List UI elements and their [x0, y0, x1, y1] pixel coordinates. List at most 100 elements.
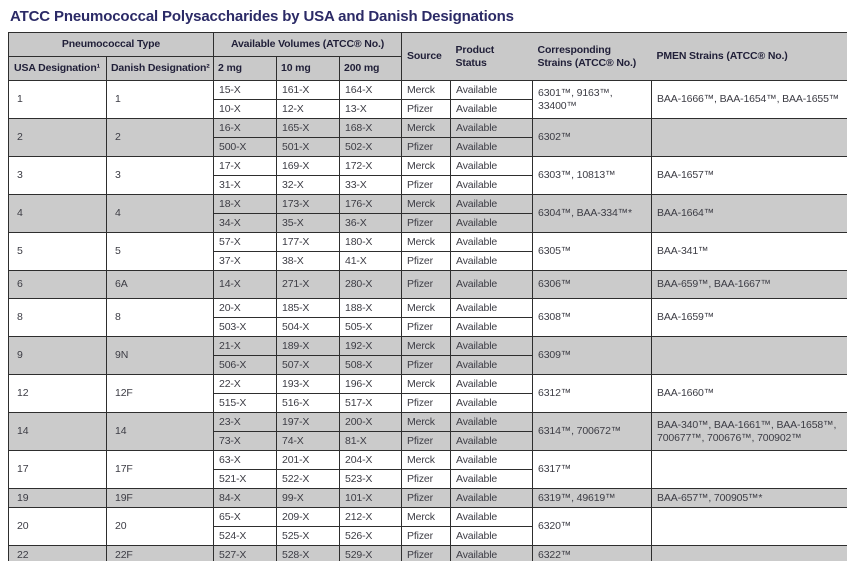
- volume-10mg-cell: 189-X: [276, 336, 340, 356]
- table-row: 4 4 18-X 173-X 176-X Merck Available 6304™, BAA…: [8, 194, 847, 233]
- pmen-strains-cell: [651, 336, 847, 375]
- corresponding-strains-cell: 6302™: [532, 118, 653, 157]
- danish-designation-cell: 12F: [106, 374, 214, 413]
- source-cell: Merck: [401, 336, 452, 356]
- header-danish-designation: Danish Designation²: [106, 56, 214, 81]
- volume-10mg-cell: 185-X: [276, 298, 340, 318]
- volume-200mg-cell: 529-X: [338, 545, 403, 561]
- table-row: 506-X 507-X 508-X Pfizer Available: [9, 355, 847, 375]
- table-body: 1 1 15-X 161-X 164-X Merck Available 6301™, 916…: [8, 80, 847, 561]
- source-cell: Merck: [401, 194, 452, 214]
- corresponding-strains-cell: 6314™, 700672™: [532, 412, 653, 451]
- product-status-cell: Available: [450, 232, 534, 252]
- product-status-cell: Available: [450, 412, 534, 432]
- corresponding-strains-cell: 6317™: [532, 450, 653, 489]
- volume-10mg-cell: 177-X: [276, 232, 340, 252]
- product-status-cell: Available: [450, 526, 534, 546]
- volume-10mg-cell: 197-X: [276, 412, 340, 432]
- volume-2mg-cell: 23-X: [213, 412, 277, 432]
- volume-2mg-cell: 21-X: [213, 336, 277, 356]
- source-cell: Merck: [401, 156, 452, 176]
- source-cell: Pfizer: [401, 355, 452, 375]
- volume-2mg-cell: 22-X: [213, 374, 277, 394]
- pmen-strains-cell: [651, 545, 847, 561]
- corresponding-strains-cell: 6308™: [532, 298, 653, 337]
- volume-200mg-cell: 180-X: [338, 232, 403, 252]
- volume-200mg-cell: 505-X: [338, 317, 403, 337]
- header-usa-designation: USA Designation¹: [8, 56, 107, 81]
- pmen-strains-cell: BAA-1666™, BAA-1654™, BAA-1655™: [651, 80, 847, 119]
- usa-designation-cell: 17: [8, 450, 107, 489]
- volume-200mg-cell: 212-X: [338, 507, 403, 527]
- product-status-cell: Available: [450, 393, 534, 413]
- product-status-cell: Available: [450, 450, 534, 470]
- table-row: 17 17F 63-X 201-X 204-X Merck Available 6317™: [8, 450, 847, 489]
- volume-200mg-cell: 192-X: [338, 336, 403, 356]
- volume-2mg-cell: 503-X: [213, 317, 277, 337]
- pmen-strains-cell: BAA-341™: [651, 232, 847, 271]
- product-status-cell: Available: [450, 251, 534, 271]
- pmen-strains-cell: [651, 450, 847, 489]
- volume-2mg-cell: 506-X: [213, 355, 277, 375]
- volume-10mg-cell: 161-X: [276, 80, 340, 100]
- volume-200mg-cell: 172-X: [338, 156, 403, 176]
- table-row: 524-X 525-X 526-X Pfizer Available: [9, 526, 847, 546]
- volume-2mg-cell: 37-X: [213, 251, 277, 271]
- header-volume-2mg: 2 mg: [213, 56, 277, 81]
- corresponding-strains-cell: 6309™: [532, 336, 653, 375]
- product-status-cell: Available: [450, 137, 534, 157]
- danish-designation-cell: 19F: [106, 488, 214, 508]
- product-status-cell: Available: [450, 213, 534, 233]
- usa-designation-cell: 5: [8, 232, 107, 271]
- corresponding-strains-cell: 6306™: [532, 270, 653, 299]
- volume-2mg-cell: 31-X: [213, 175, 277, 195]
- header-product-status: Product Status: [450, 32, 533, 81]
- volume-2mg-cell: 14-X: [213, 270, 277, 299]
- volume-2mg-cell: 527-X: [213, 545, 277, 561]
- volume-200mg-cell: 36-X: [338, 213, 403, 233]
- table-row: 3 3 17-X 169-X 172-X Merck Available 6303™, 108…: [8, 156, 847, 195]
- product-status-cell: Available: [450, 175, 534, 195]
- source-cell: Pfizer: [401, 526, 452, 546]
- volume-10mg-cell: 507-X: [276, 355, 340, 375]
- volume-200mg-cell: 164-X: [338, 80, 403, 100]
- volume-10mg-cell: 32-X: [276, 175, 340, 195]
- pmen-strains-cell: BAA-1659™: [651, 298, 847, 337]
- header-corresponding-strains: Corresponding Strains (ATCC® No.): [532, 32, 652, 81]
- volume-2mg-cell: 73-X: [213, 431, 277, 451]
- pmen-strains-cell: [651, 507, 847, 546]
- volume-10mg-cell: 271-X: [276, 270, 340, 299]
- product-status-cell: Available: [450, 118, 534, 138]
- product-status-cell: Available: [450, 431, 534, 451]
- volume-10mg-cell: 501-X: [276, 137, 340, 157]
- source-cell: Merck: [401, 118, 452, 138]
- danish-designation-cell: 2: [106, 118, 214, 157]
- volume-200mg-cell: 526-X: [338, 526, 403, 546]
- product-status-cell: Available: [450, 374, 534, 394]
- volume-200mg-cell: 508-X: [338, 355, 403, 375]
- corresponding-strains-cell: 6322™: [532, 545, 653, 561]
- product-status-cell: Available: [450, 336, 534, 356]
- danish-designation-cell: 17F: [106, 450, 214, 489]
- table-row: 31-X 32-X 33-X Pfizer Available: [9, 175, 847, 195]
- header-available-volumes: Available Volumes (ATCC® No.): [212, 32, 403, 57]
- source-cell: Pfizer: [401, 213, 452, 233]
- danish-designation-cell: 1: [106, 80, 214, 119]
- corresponding-strains-cell: 6304™, BAA-334™*: [532, 194, 653, 233]
- header-pneumococcal-type: Pneumococcal Type: [8, 32, 214, 57]
- volume-200mg-cell: 196-X: [338, 374, 403, 394]
- corresponding-strains-cell: 6301™, 9163™, 33400™: [532, 80, 653, 119]
- usa-designation-cell: 20: [8, 507, 107, 546]
- header-volume-200mg: 200 mg: [338, 56, 403, 81]
- volume-2mg-cell: 16-X: [213, 118, 277, 138]
- usa-designation-cell: 12: [8, 374, 107, 413]
- volume-2mg-cell: 521-X: [213, 469, 277, 489]
- table-row: 14 14 23-X 197-X 200-X Merck Available 6314™, 7…: [8, 412, 847, 451]
- volume-2mg-cell: 17-X: [213, 156, 277, 176]
- product-status-cell: Available: [450, 99, 534, 119]
- usa-designation-cell: 3: [8, 156, 107, 195]
- product-status-cell: Available: [450, 545, 534, 561]
- usa-designation-cell: 4: [8, 194, 107, 233]
- table-row: 19 19F 84-X 99-X 101-X Pfizer Available 6319™, …: [8, 488, 847, 508]
